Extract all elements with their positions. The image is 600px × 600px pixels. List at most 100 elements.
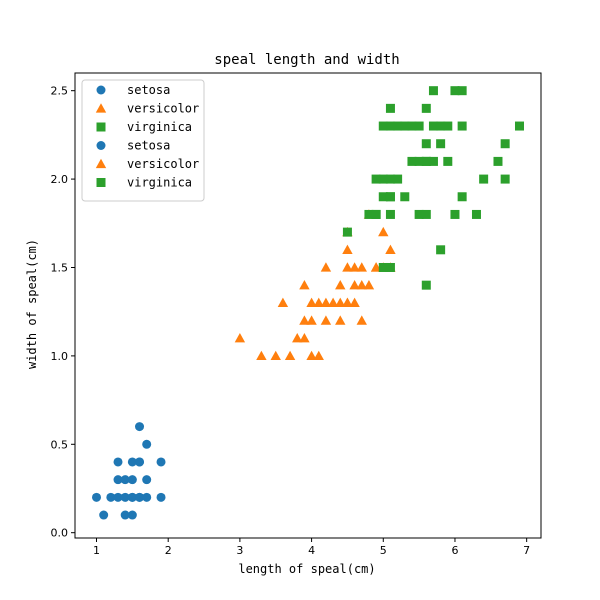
data-point-setosa (106, 492, 116, 502)
data-point-setosa (120, 475, 130, 485)
data-point-setosa (135, 457, 145, 467)
legend-marker-setosa (96, 85, 106, 95)
y-axis-label: width of speal(cm) (25, 239, 39, 369)
legend-label-versicolor: versicolor (127, 157, 199, 171)
y-tick-label: 1.5 (51, 261, 69, 274)
data-point-virginica (471, 209, 481, 219)
data-point-virginica (407, 156, 417, 166)
data-point-virginica (400, 121, 410, 131)
data-point-virginica (342, 227, 352, 237)
series-setosa (92, 422, 166, 520)
data-point-virginica (385, 209, 395, 219)
data-point-versicolor (349, 279, 360, 290)
data-point-versicolor (363, 279, 375, 290)
data-point-versicolor (342, 262, 353, 272)
data-point-virginica (428, 121, 438, 131)
data-point-virginica (385, 121, 395, 131)
data-point-setosa (127, 492, 137, 502)
data-point-versicolor (349, 297, 360, 308)
data-point-virginica (428, 86, 438, 96)
data-point-virginica (378, 262, 388, 272)
data-point-versicolor (370, 262, 382, 272)
x-tick-label: 2 (165, 544, 172, 557)
data-point-setosa (113, 492, 123, 502)
legend-label-setosa: setosa (127, 83, 170, 97)
data-point-setosa (127, 510, 137, 520)
data-point-virginica (393, 121, 403, 131)
x-tick-label: 1 (93, 544, 100, 557)
data-point-setosa (135, 422, 145, 432)
data-point-versicolor (306, 350, 317, 361)
data-point-versicolor (385, 244, 396, 254)
data-point-virginica (450, 209, 460, 219)
data-point-virginica (421, 209, 431, 219)
data-point-setosa (120, 510, 130, 520)
data-point-versicolor (356, 279, 367, 290)
y-tick-label: 1.0 (51, 350, 69, 363)
data-point-virginica (414, 121, 424, 131)
data-point-versicolor (327, 297, 339, 308)
data-point-virginica (457, 192, 467, 202)
data-point-virginica (450, 86, 460, 96)
data-point-versicolor (342, 297, 353, 308)
data-point-setosa (142, 475, 152, 485)
data-point-setosa (113, 457, 123, 467)
data-point-virginica (371, 174, 381, 184)
data-point-virginica (378, 192, 388, 202)
data-point-setosa (127, 457, 137, 467)
data-point-setosa (142, 492, 152, 502)
x-tick-label: 4 (308, 544, 315, 557)
data-point-virginica (407, 121, 417, 131)
data-point-versicolor (299, 315, 310, 325)
y-tick-label: 0.0 (51, 527, 69, 540)
legend-label-virginica: virginica (127, 176, 192, 190)
x-tick-label: 5 (380, 544, 387, 557)
data-point-virginica (436, 245, 446, 255)
data-point-virginica (378, 174, 388, 184)
legend-marker-virginica (96, 122, 106, 132)
data-point-versicolor (270, 350, 281, 361)
data-point-virginica (479, 174, 489, 184)
x-tick-label: 6 (451, 544, 458, 557)
data-point-setosa (120, 492, 130, 502)
legend-label-setosa: setosa (127, 139, 170, 153)
y-tick-label: 0.5 (51, 438, 69, 451)
data-point-virginica (421, 280, 431, 290)
y-tick-label: 2.0 (51, 173, 69, 186)
data-point-virginica (457, 86, 467, 96)
data-point-setosa (156, 492, 166, 502)
data-point-virginica (436, 121, 446, 131)
data-point-virginica (385, 174, 395, 184)
data-point-setosa (127, 475, 137, 485)
data-point-setosa (113, 475, 123, 485)
data-point-versicolor (320, 315, 332, 325)
data-point-versicolor (335, 315, 346, 325)
data-point-virginica (385, 262, 395, 272)
legend: setosa versicolor virginica setosa versicolo… (81, 79, 205, 202)
data-point-versicolor (342, 244, 353, 254)
data-point-versicolor (313, 350, 324, 361)
x-axis-label: length of speal(cm) (238, 562, 375, 576)
data-point-virginica (428, 156, 438, 166)
data-point-setosa (135, 492, 145, 502)
data-point-virginica (500, 139, 510, 149)
data-point-setosa (142, 439, 152, 449)
data-point-virginica (400, 192, 410, 202)
legend-label-versicolor: versicolor (127, 102, 199, 116)
data-point-virginica (436, 139, 446, 149)
data-point-virginica (421, 156, 431, 166)
series-versicolor (234, 209, 396, 361)
series-virginica (342, 86, 524, 290)
legend-label-virginica: virginica (127, 120, 192, 134)
data-point-setosa (99, 510, 109, 520)
data-point-versicolor (306, 297, 317, 308)
plot-area: 1 2 3 4 5 6 7 0.0 0.5 1.0 1.5 2.0 2.5 (51, 72, 542, 557)
data-point-versicolor (313, 297, 324, 308)
data-point-versicolor (356, 315, 367, 325)
x-tick-label: 7 (523, 544, 530, 557)
data-point-versicolor (356, 262, 367, 272)
data-point-versicolor (277, 297, 289, 308)
data-point-virginica (414, 209, 424, 219)
